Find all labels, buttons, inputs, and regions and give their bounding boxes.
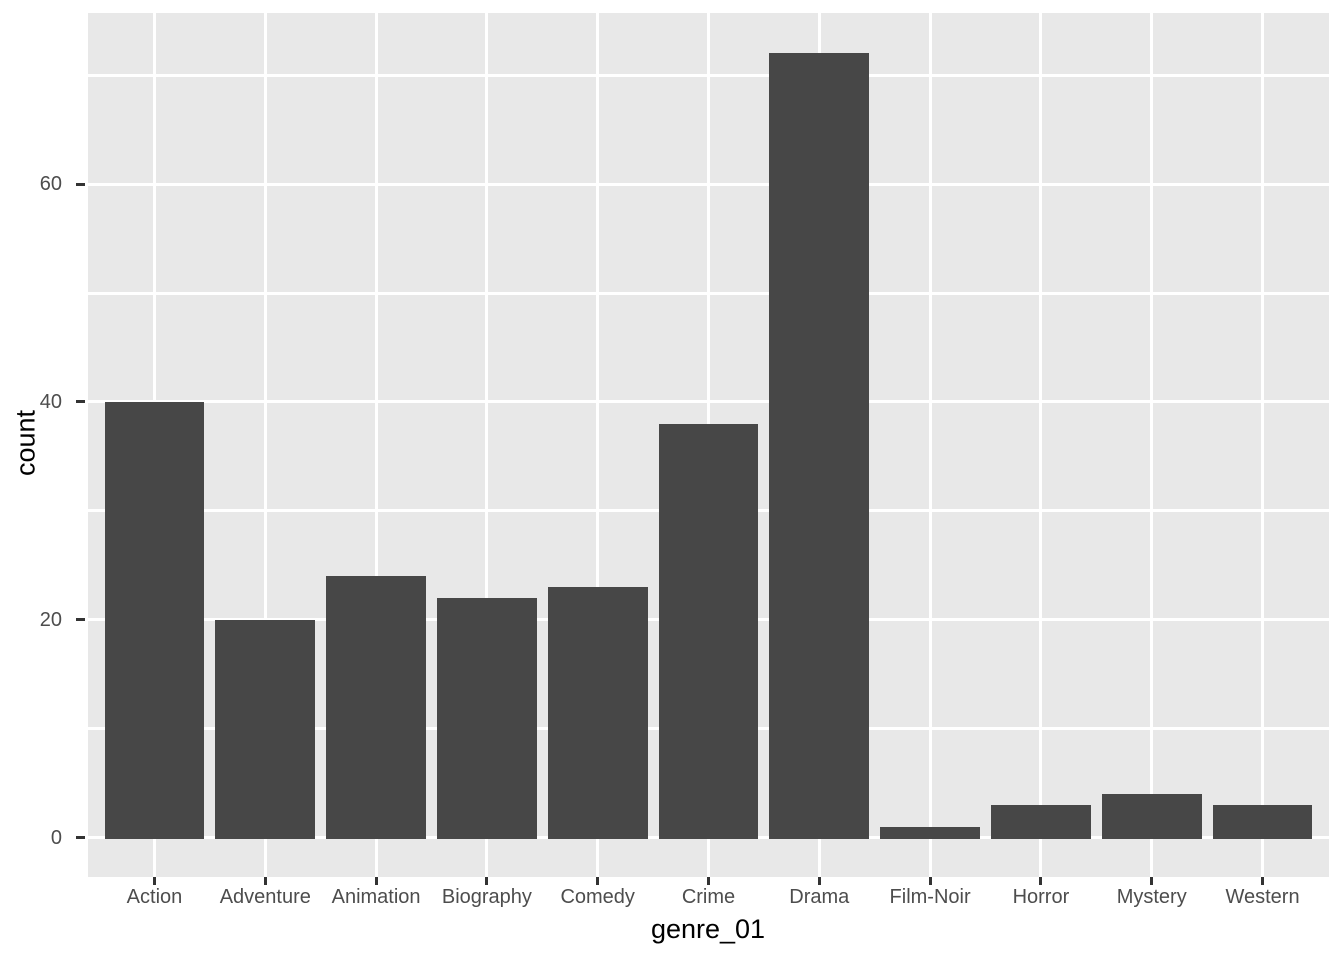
x-tick-label-drama: Drama bbox=[789, 886, 850, 908]
x-axis-tick-animation bbox=[374, 877, 378, 885]
x-axis-tick-action bbox=[152, 877, 156, 885]
x-tick-label-adventure: Adventure bbox=[219, 886, 311, 908]
x-tick-label-comedy: Comedy bbox=[560, 886, 635, 908]
x-tick-label-crime: Crime bbox=[681, 886, 736, 908]
bar-western bbox=[1212, 805, 1313, 840]
x-axis-tick-horror bbox=[1039, 877, 1043, 885]
gridline-vertical-adventure bbox=[263, 13, 267, 877]
gridline-vertical-western bbox=[1261, 13, 1265, 877]
y-tick-label-20: 20 bbox=[39, 608, 62, 631]
x-tick-label-horror: Horror bbox=[1012, 886, 1070, 908]
x-axis-tick-adventure bbox=[263, 877, 267, 885]
x-axis-tick-western bbox=[1261, 877, 1265, 885]
bar-horror bbox=[991, 805, 1091, 840]
y-axis-title: count bbox=[10, 409, 41, 477]
y-axis-tick-0 bbox=[76, 836, 85, 840]
y-axis-tick-60 bbox=[76, 182, 85, 186]
bar-film-noir bbox=[880, 826, 980, 840]
x-axis-tick-crime bbox=[707, 877, 710, 885]
y-tick-label-40: 40 bbox=[39, 390, 62, 413]
y-axis-tick-20 bbox=[76, 618, 85, 622]
bar-comedy bbox=[547, 587, 648, 840]
gridline-vertical-animation bbox=[374, 13, 378, 877]
y-tick-label-0: 0 bbox=[50, 826, 62, 849]
x-tick-label-animation: Animation bbox=[331, 886, 421, 908]
x-axis-tick-comedy bbox=[596, 877, 600, 885]
gridline-vertical-mystery bbox=[1150, 13, 1154, 877]
bar-adventure bbox=[215, 619, 316, 840]
x-axis-title: genre_01 bbox=[650, 914, 766, 944]
x-tick-label-film-noir: Film-Noir bbox=[889, 886, 971, 908]
x-axis-tick-film-noir bbox=[928, 877, 932, 885]
bar-biography bbox=[437, 598, 537, 840]
x-axis-tick-biography bbox=[485, 877, 489, 885]
y-tick-label-60: 60 bbox=[39, 173, 62, 196]
x-tick-label-mystery: Mystery bbox=[1116, 886, 1187, 908]
x-axis-tick-mystery bbox=[1150, 877, 1154, 885]
x-tick-label-western: Western bbox=[1225, 886, 1300, 908]
plot-panel bbox=[88, 13, 1329, 877]
x-tick-label-action: Action bbox=[126, 886, 183, 908]
gridline-vertical-horror bbox=[1039, 13, 1043, 877]
gridline-vertical-film-noir bbox=[928, 13, 932, 877]
x-tick-label-biography: Biography bbox=[441, 886, 532, 908]
bar-crime bbox=[658, 423, 759, 840]
bar-action bbox=[104, 401, 205, 840]
gridline-vertical-comedy bbox=[596, 13, 600, 877]
y-axis-tick-40 bbox=[76, 400, 85, 404]
x-axis-tick-drama bbox=[817, 877, 821, 885]
bar-mystery bbox=[1101, 794, 1202, 840]
gridline-vertical-biography bbox=[485, 13, 489, 877]
bar-drama bbox=[769, 53, 870, 840]
bar-animation bbox=[326, 576, 426, 840]
